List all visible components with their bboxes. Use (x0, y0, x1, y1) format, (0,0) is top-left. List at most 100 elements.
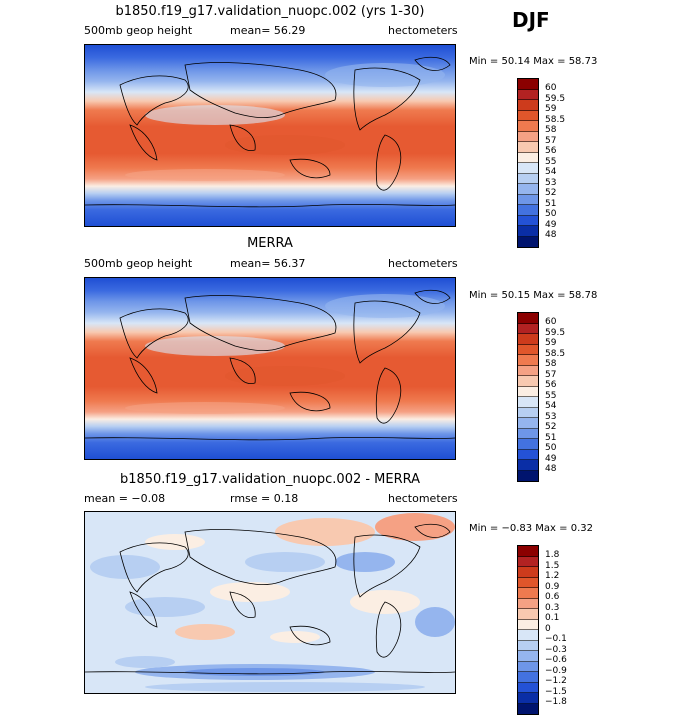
panel-3-map (84, 511, 456, 694)
colorbar-label: 57 (545, 135, 557, 146)
colorbar-label: 60 (545, 83, 557, 93)
colorbar-label: 59.5 (545, 93, 566, 104)
panel-3-map-svg (85, 512, 455, 693)
colorbar-label: −1.2 (545, 676, 567, 686)
colorbar-label: −1.8 (545, 697, 567, 707)
colorbar-label: 48 (545, 464, 557, 474)
colorbar-swatch (518, 609, 538, 620)
colorbar-swatch (518, 449, 538, 460)
colorbar-swatch (518, 630, 538, 641)
colorbar-swatch (518, 365, 538, 376)
colorbar-label: 0 (545, 623, 551, 634)
colorbar-swatch (518, 323, 538, 334)
colorbar-swatch (518, 236, 538, 247)
colorbar-label: 58.5 (545, 348, 566, 359)
colorbar-label: 51 (545, 198, 557, 209)
colorbar-label: −0.9 (545, 665, 567, 676)
colorbar-swatch (518, 546, 538, 557)
colorbar-swatch (518, 640, 538, 651)
colorbar-label: 51 (545, 432, 557, 443)
colorbar-label: 50 (545, 209, 557, 219)
colorbar-swatch (518, 344, 538, 355)
panel-3-rmse-label: rmse = 0.18 (230, 492, 299, 505)
colorbar-label: 58 (545, 359, 557, 369)
colorbar-label: 59 (545, 338, 557, 348)
colorbar-swatch (518, 588, 538, 599)
colorbar-swatch (518, 460, 538, 471)
colorbar-label: 1.2 (545, 571, 560, 581)
colorbar-label: 54 (545, 167, 557, 177)
panel-2-title: MERRA (247, 236, 293, 251)
colorbar-swatch (518, 163, 538, 174)
colorbar-swatch (518, 693, 538, 704)
colorbar-swatch (518, 682, 538, 693)
colorbar-label: 0.6 (545, 592, 560, 602)
colorbar-label: 58 (545, 125, 557, 135)
colorbar-swatch (518, 215, 538, 226)
colorbar-label: 59 (545, 104, 557, 114)
colorbar-swatch (518, 100, 538, 111)
colorbar-swatch (518, 703, 538, 714)
colorbar-swatch (518, 672, 538, 683)
colorbar-label: 1.5 (545, 560, 560, 571)
colorbar-label: 49 (545, 219, 557, 230)
panel-2-mean-label: mean= 56.37 (230, 257, 306, 270)
panel-1-map-svg (85, 45, 455, 226)
panel-2-minmax: Min = 50.15 Max = 58.78 (469, 290, 598, 301)
colorbar-swatch (518, 386, 538, 397)
colorbar-swatch (518, 407, 538, 418)
colorbar-label: 1.8 (545, 550, 560, 560)
colorbar-label: 54 (545, 401, 557, 411)
panel-2-units-label: hectometers (388, 257, 458, 270)
panel-3-colorbar-labels: 1.8 1.5 1.2 0.9 0.6 0.3 0.1 0 −0.1 −0.3 … (545, 550, 567, 708)
panel-1-minmax: Min = 50.14 Max = 58.73 (469, 56, 598, 67)
colorbar-label: −1.5 (545, 686, 567, 697)
colorbar-label: 57 (545, 369, 557, 380)
colorbar-swatch (518, 142, 538, 153)
colorbar-swatch (518, 355, 538, 366)
colorbar-label: 49 (545, 453, 557, 464)
colorbar-label: −0.1 (545, 634, 567, 644)
panel-3-minmax: Min = −0.83 Max = 0.32 (469, 523, 593, 534)
colorbar-swatch (518, 619, 538, 630)
panel-1-units-label: hectometers (388, 24, 458, 37)
colorbar-label: 60 (545, 317, 557, 327)
colorbar-label: 0.9 (545, 581, 560, 592)
colorbar-swatch (518, 184, 538, 195)
colorbar-label: 0.3 (545, 602, 560, 613)
colorbar-label: 55 (545, 156, 557, 167)
colorbar-label: 48 (545, 230, 557, 240)
colorbar-swatch (518, 556, 538, 567)
colorbar-swatch (518, 334, 538, 345)
colorbar-label: 59.5 (545, 327, 566, 338)
season-label: DJF (512, 8, 550, 32)
panel-3-mean-label: mean = −0.08 (84, 492, 166, 505)
colorbar-swatch (518, 397, 538, 408)
colorbar-label: 56 (545, 146, 557, 156)
panel-1-title: b1850.f19_g17.validation_nuopc.002 (yrs … (115, 4, 425, 19)
panel-1-variable-label: 500mb geop height (84, 24, 193, 37)
colorbar-swatch (518, 226, 538, 237)
colorbar-swatch (518, 439, 538, 450)
colorbar-swatch (518, 121, 538, 132)
colorbar-swatch (518, 194, 538, 205)
panel-1-mean-label: mean= 56.29 (230, 24, 306, 37)
colorbar-label: 55 (545, 390, 557, 401)
panel-3-units-label: hectometers (388, 492, 458, 505)
colorbar-swatch (518, 131, 538, 142)
colorbar-swatch (518, 577, 538, 588)
colorbar-swatch (518, 110, 538, 121)
colorbar-label: 0.1 (545, 613, 560, 623)
panel-3-colorbar (517, 545, 539, 715)
colorbar-swatch (518, 428, 538, 439)
colorbar-label: 50 (545, 443, 557, 453)
colorbar-swatch (518, 470, 538, 481)
panel-3-title: b1850.f19_g17.validation_nuopc.002 - MER… (119, 472, 421, 487)
colorbar-swatch (518, 89, 538, 100)
colorbar-swatch (518, 598, 538, 609)
colorbar-swatch (518, 173, 538, 184)
panel-1-colorbar (517, 78, 539, 248)
colorbar-label: −0.3 (545, 644, 567, 655)
colorbar-label: 53 (545, 411, 557, 422)
panel-2-variable-label: 500mb geop height (84, 257, 193, 270)
